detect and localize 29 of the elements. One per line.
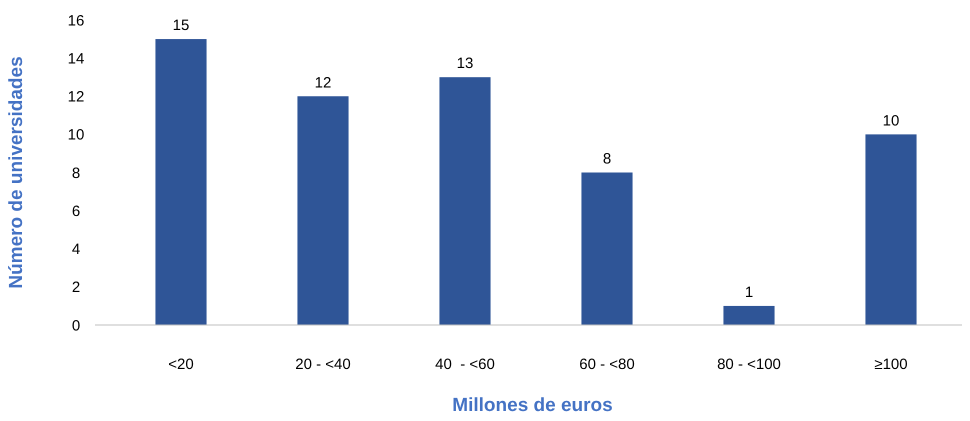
y-tick-label: 16 [68,12,84,30]
x-tick-label: ≥100 [874,356,908,373]
y-axis-title: Número de universidades [6,56,27,289]
data-label: 13 [456,55,474,72]
y-tick-label: 10 [68,126,84,144]
y-tick-label: 6 [72,202,80,220]
y-tick-label: 4 [72,241,80,258]
bar [865,134,917,325]
x-tick-label: 40 - <60 [435,356,495,373]
data-label: 1 [744,284,754,301]
bar [155,39,207,325]
bar [297,96,349,325]
x-tick-label: 80 - <100 [717,356,781,373]
data-label: 12 [314,74,332,92]
y-tick-label: 0 [72,317,80,334]
y-tick-label: 12 [68,88,84,106]
data-label: 15 [172,17,190,34]
y-tick-label: 8 [72,164,80,182]
data-label: 8 [602,150,612,168]
bar [439,77,491,325]
bar [581,172,633,325]
bar [723,306,775,325]
y-tick-label: 14 [68,50,84,68]
x-tick-label: <20 [168,356,194,373]
x-tick-label: 60 - <80 [579,356,635,373]
x-axis-title: Millones de euros [452,395,613,416]
y-tick-label: 2 [72,279,80,296]
data-label: 10 [882,112,900,130]
x-tick-label: 20 - <40 [295,356,351,373]
